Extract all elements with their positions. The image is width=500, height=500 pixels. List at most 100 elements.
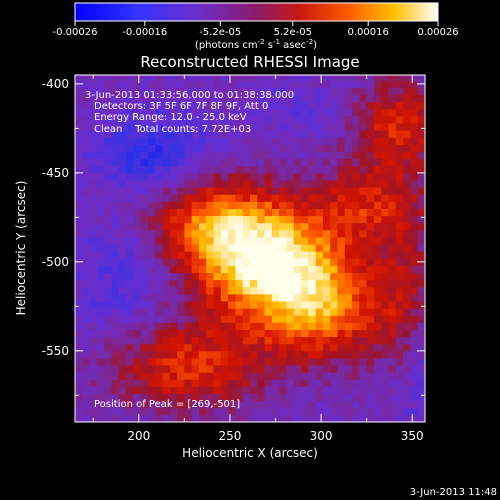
heatmap-cell (381, 137, 390, 145)
heatmap-cell (118, 108, 127, 117)
heatmap-cell (395, 414, 404, 422)
heatmap-cell (271, 144, 280, 153)
heatmap-cell (257, 386, 266, 395)
heatmap-cell (126, 108, 134, 117)
heatmap-cell (126, 308, 134, 316)
heatmap-cell (293, 365, 302, 373)
heatmap-cell (359, 279, 368, 288)
heatmap-cell (213, 308, 222, 316)
heatmap-cell (403, 322, 411, 330)
heatmap-cell (75, 329, 83, 338)
heatmap-cell (381, 179, 390, 188)
heatmap-cell (330, 222, 338, 231)
heatmap-cell (191, 151, 200, 160)
heatmap-cell (89, 101, 98, 110)
heatmap-cell (366, 130, 375, 138)
heatmap-cell (279, 115, 287, 124)
heatmap-cell (286, 75, 295, 81)
heatmap-cell (403, 265, 411, 274)
heatmap-cell (235, 315, 244, 323)
heatmap-cell (257, 215, 266, 224)
heatmap-cell (257, 350, 266, 359)
heatmap-cell (162, 336, 171, 345)
heatmap-cell (155, 308, 163, 316)
heatmap-cell (177, 258, 185, 266)
heatmap-cell (118, 315, 127, 323)
heatmap-cell (147, 108, 156, 117)
heatmap-cell (118, 265, 127, 274)
heatmap-cell (250, 400, 258, 409)
heatmap-cell (235, 194, 244, 202)
heatmap-cell (220, 222, 229, 231)
heatmap-cell (344, 315, 353, 323)
heatmap-cell (330, 379, 338, 387)
footer-timestamp: 3-Jun-2013 11:48 (410, 487, 497, 498)
heatmap-cell (191, 194, 200, 202)
heatmap-cell (395, 393, 404, 402)
heatmap-cell (140, 165, 149, 174)
heatmap-cell (301, 201, 309, 209)
heatmap-cell (395, 158, 404, 167)
heatmap-cell (111, 265, 120, 274)
heatmap-cell (220, 293, 229, 302)
heatmap-cell (82, 393, 91, 402)
heatmap-cell (286, 293, 295, 302)
heatmap-cell (206, 336, 215, 345)
heatmap-cell (206, 372, 215, 380)
heatmap-cell (395, 187, 404, 195)
heatmap-cell (301, 400, 309, 409)
heatmap-cell (140, 286, 149, 295)
heatmap-cell (206, 414, 215, 422)
heatmap-cell (140, 414, 149, 422)
heatmap-cell (381, 414, 390, 422)
heatmap-cell (155, 414, 163, 422)
heatmap-cell (162, 172, 171, 181)
heatmap-cell (366, 357, 375, 366)
heatmap-cell (264, 300, 273, 309)
heatmap-cell (286, 187, 295, 195)
heatmap-cell (177, 75, 185, 81)
heatmap-cell (271, 336, 280, 345)
heatmap-cell (155, 336, 163, 345)
heatmap-cell (388, 293, 397, 302)
heatmap-cell (220, 336, 229, 345)
heatmap-cell (308, 343, 317, 352)
heatmap-cell (213, 151, 222, 160)
heatmap-cell (359, 229, 368, 238)
heatmap-cell (184, 201, 193, 209)
heatmap-cell (169, 393, 178, 402)
heatmap-cell (359, 414, 368, 422)
heatmap-cell (242, 158, 251, 167)
heatmap-cell (403, 329, 411, 338)
heatmap-cell (235, 236, 244, 245)
heatmap-cell (322, 215, 331, 224)
heatmap-cell (366, 400, 375, 409)
heatmap-cell (264, 251, 273, 259)
heatmap-cell (111, 258, 120, 266)
heatmap-cell (264, 179, 273, 188)
heatmap-cell (104, 258, 112, 266)
heatmap-cell (147, 365, 156, 373)
heatmap-cell (373, 222, 382, 231)
heatmap-cell (96, 379, 105, 387)
heatmap-cell (315, 236, 324, 245)
heatmap-cell (96, 172, 105, 181)
heatmap-cell (169, 144, 178, 153)
heatmap-cell (381, 315, 390, 323)
heatmap-cell (104, 343, 112, 352)
heatmap-cell (235, 201, 244, 209)
heatmap-cell (133, 158, 142, 167)
heatmap-cell (308, 87, 317, 96)
heatmap-cell (184, 165, 193, 174)
heatmap-cell (191, 165, 200, 174)
heatmap-cell (388, 80, 397, 88)
heatmap-cell (410, 279, 419, 288)
heatmap-cell (242, 229, 251, 238)
heatmap-cell (286, 201, 295, 209)
heatmap-cell (279, 400, 287, 409)
heatmap-cell (388, 229, 397, 238)
heatmap-cell (257, 293, 266, 302)
heatmap-cell (140, 123, 149, 131)
heatmap-cell (257, 315, 266, 323)
heatmap-cell (388, 158, 397, 167)
